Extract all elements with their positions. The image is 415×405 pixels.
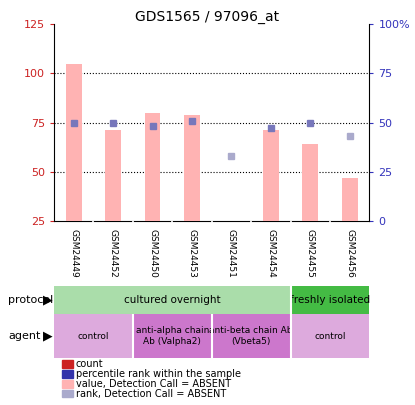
Text: GSM24454: GSM24454 xyxy=(266,229,275,277)
Text: freshly isolated: freshly isolated xyxy=(290,295,370,305)
Text: count: count xyxy=(76,359,103,369)
Text: ▶: ▶ xyxy=(43,293,53,306)
Text: control: control xyxy=(78,332,109,341)
Bar xyxy=(303,144,318,221)
Bar xyxy=(212,314,290,358)
Text: GSM24455: GSM24455 xyxy=(306,229,315,277)
Bar xyxy=(184,115,200,221)
Text: control: control xyxy=(314,332,346,341)
Bar xyxy=(54,286,290,314)
Text: GSM24450: GSM24450 xyxy=(148,229,157,277)
Text: GSM24452: GSM24452 xyxy=(109,229,117,277)
Bar xyxy=(66,64,82,221)
Text: rank, Detection Call = ABSENT: rank, Detection Call = ABSENT xyxy=(76,389,226,399)
Text: cultured overnight: cultured overnight xyxy=(124,295,220,305)
Bar xyxy=(290,314,369,358)
Bar xyxy=(54,314,133,358)
Text: GSM24451: GSM24451 xyxy=(227,229,236,277)
Text: anti-alpha chain
Ab (Valpha2): anti-alpha chain Ab (Valpha2) xyxy=(136,326,209,346)
Text: GSM24456: GSM24456 xyxy=(345,229,354,277)
Text: anti-beta chain Ab
(Vbeta5): anti-beta chain Ab (Vbeta5) xyxy=(209,326,293,346)
Text: GSM24453: GSM24453 xyxy=(188,229,196,277)
Bar xyxy=(263,130,279,221)
Text: protocol: protocol xyxy=(8,295,54,305)
Bar xyxy=(105,130,121,221)
Text: GSM24449: GSM24449 xyxy=(69,229,78,277)
Text: percentile rank within the sample: percentile rank within the sample xyxy=(76,369,241,379)
Text: ▶: ▶ xyxy=(43,330,53,343)
Text: value, Detection Call = ABSENT: value, Detection Call = ABSENT xyxy=(76,379,231,389)
Bar xyxy=(290,286,369,314)
Text: agent: agent xyxy=(8,331,41,341)
Text: GDS1565 / 97096_at: GDS1565 / 97096_at xyxy=(135,10,280,24)
Bar xyxy=(133,314,212,358)
Bar xyxy=(145,113,161,221)
Bar xyxy=(342,177,358,221)
